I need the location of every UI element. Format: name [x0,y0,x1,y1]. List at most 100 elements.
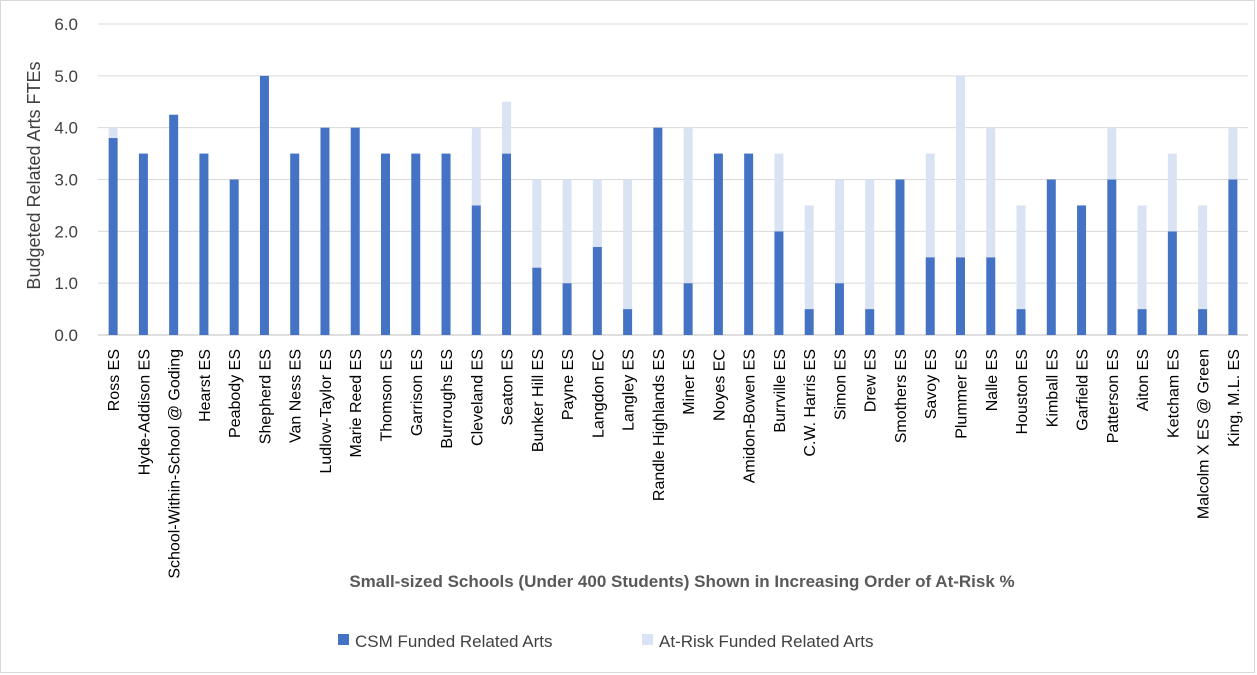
bar-at-risk [774,153,784,232]
y-axis-ticks: 0.0 1.0 2.0 3.0 4.0 5.0 6.0 [54,15,78,345]
bar-at-risk [108,127,118,139]
bar-csm [1198,309,1208,335]
bar-csm [804,309,814,335]
bar-csm [169,114,179,335]
bar-csm [925,257,935,335]
x-tick-label: Ross ES [106,349,123,411]
x-tick-label: Simon ES [832,349,849,420]
legend-swatch [642,634,653,645]
x-tick-label: Shepherd ES [257,349,274,444]
x-tick-label: Langdon EC [590,349,607,438]
bar-at-risk [1228,127,1238,180]
bar-csm [895,179,905,335]
bar-at-risk [471,127,481,206]
bar-at-risk [1167,153,1177,232]
x-tick-label: Ketcham ES [1165,349,1182,438]
bar-at-risk [1137,205,1147,310]
bar-csm [1137,309,1147,335]
x-tick-label: Nalle ES [984,349,1001,411]
bar-csm [1046,179,1056,335]
bar-at-risk [683,127,693,284]
bar-csm [381,153,390,335]
x-tick-label: Miner ES [681,349,698,415]
bar-csm [834,283,844,335]
gridlines [98,23,1248,336]
bar-at-risk [804,205,814,310]
bar-csm [1107,179,1117,335]
bar-at-risk [1016,205,1026,310]
bar-at-risk [986,127,996,258]
x-tick-label: Seaton ES [500,349,517,426]
x-tick-label: Noyes EC [711,349,728,421]
bars [108,75,1238,336]
bar-at-risk [1107,127,1117,180]
y-tick-label: 5.0 [54,67,78,86]
bar-csm [138,153,148,335]
bar-csm [532,267,542,335]
bar-at-risk [1198,205,1208,310]
bar-at-risk [502,101,512,154]
bar-csm [1016,309,1026,335]
y-tick-label: 3.0 [54,171,78,190]
x-tick-label: Patterson ES [1105,349,1122,443]
y-tick-label: 4.0 [54,119,78,138]
bar-csm [774,231,784,335]
bar-csm [865,309,875,335]
bar-csm [259,75,269,335]
bar-csm [411,153,421,335]
bar-csm [744,153,754,335]
legend-label: At-Risk Funded Related Arts [659,632,873,651]
x-tick-label: Van Ness ES [288,349,305,443]
bar-csm [1167,231,1177,335]
x-tick-label: Burrville ES [772,349,789,433]
y-tick-label: 2.0 [54,222,78,241]
x-tick-label: Thomson ES [379,349,396,441]
bar-csm [320,127,330,336]
bar-csm [592,246,602,335]
bar-csm [623,309,633,335]
x-tick-label: C.W. Harris ES [802,349,819,457]
x-tick-label: Garrison ES [409,349,426,436]
x-tick-label: Peabody ES [227,349,244,438]
x-tick-label: Bunker Hill ES [530,349,547,452]
legend-label: CSM Funded Related Arts [355,632,552,651]
bar-csm [956,257,965,335]
x-tick-label: Kimball ES [1044,349,1061,427]
x-tick-label: Marie Reed ES [348,349,365,458]
bar-csm [683,283,693,335]
x-tick-label: Cleveland ES [469,349,486,446]
bar-at-risk [925,153,935,258]
x-tick-label: Randle Highlands ES [651,349,668,501]
x-tick-label: Garfield ES [1075,349,1092,431]
x-tick-label: Payne ES [560,349,577,420]
bar-csm [986,257,996,335]
bar-csm [562,283,572,335]
x-tick-label: Aiton ES [1135,349,1152,411]
bar-csm [199,153,209,335]
bar-at-risk [865,179,875,310]
bar-at-risk [532,179,542,268]
x-tick-label: Ludlow-Taylor ES [318,349,335,474]
bar-at-risk [956,75,965,258]
bar-csm [713,153,723,335]
x-tick-label: Amidon-Bowen ES [742,349,759,483]
y-tick-label: 0.0 [54,326,78,345]
x-tick-label: Burroughs ES [439,349,456,449]
x-tick-label: Hyde-Addison ES [136,349,153,475]
legend-swatch [338,634,349,645]
bar-at-risk [834,179,844,284]
y-tick-label: 1.0 [54,274,78,293]
legend: CSM Funded Related Arts At-Risk Funded Re… [338,632,873,651]
x-tick-label: Savoy ES [923,349,940,419]
bar-csm [1077,205,1087,335]
x-tick-label: Houston ES [1014,349,1031,434]
x-tick-label: School-Within-School @ Goding [167,349,184,579]
bar-csm [502,153,512,335]
x-tick-label: Plummer ES [954,349,971,439]
bar-csm [229,179,239,335]
bar-at-risk [592,179,602,247]
bar-csm [471,205,481,335]
bar-csm [441,153,451,335]
